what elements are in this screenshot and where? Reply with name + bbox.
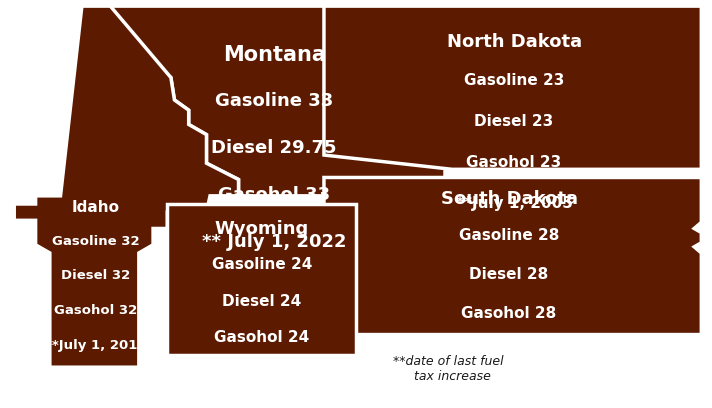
Text: Gasoline 28: Gasoline 28	[459, 228, 559, 244]
Text: Idaho: Idaho	[72, 200, 120, 215]
Text: Diesel 23: Diesel 23	[474, 114, 554, 129]
Text: South Dakota: South Dakota	[441, 190, 577, 208]
Text: **July 1, 2005: **July 1, 2005	[456, 196, 572, 211]
Polygon shape	[82, 6, 445, 196]
Text: **July 1, 2015: **July 1, 2015	[46, 339, 147, 352]
Text: **July 1, 2013: **July 1, 2013	[204, 367, 320, 382]
Text: Gasoline 33: Gasoline 33	[215, 92, 333, 110]
Text: Diesel 28: Diesel 28	[469, 267, 549, 282]
Polygon shape	[324, 177, 701, 335]
Text: Gasoline 32: Gasoline 32	[52, 235, 140, 248]
Polygon shape	[324, 6, 701, 169]
Text: Gasoline 24: Gasoline 24	[212, 257, 312, 272]
Text: Montana: Montana	[223, 45, 325, 65]
Polygon shape	[167, 204, 356, 355]
Text: **date of last fuel
  tax increase: **date of last fuel tax increase	[393, 355, 504, 383]
Text: Gasohol 32: Gasohol 32	[55, 304, 137, 317]
Text: North Dakota: North Dakota	[446, 33, 582, 51]
Text: ** July 1, 2022: ** July 1, 2022	[202, 233, 346, 251]
Text: Gasohol 24: Gasohol 24	[214, 330, 310, 346]
Text: Diesel 29.75: Diesel 29.75	[211, 139, 337, 157]
Text: **April 1, 2015: **April 1, 2015	[446, 345, 572, 360]
Text: Gasohol 28: Gasohol 28	[461, 306, 557, 321]
Text: Wyoming: Wyoming	[215, 220, 309, 238]
Text: Diesel 32: Diesel 32	[61, 269, 131, 282]
Text: Diesel 24: Diesel 24	[222, 294, 302, 309]
Text: Gasohol 23: Gasohol 23	[466, 155, 562, 170]
Polygon shape	[14, 6, 239, 367]
Text: Gasohol 33: Gasohol 33	[218, 186, 330, 204]
Text: Gasoline 23: Gasoline 23	[464, 73, 564, 89]
